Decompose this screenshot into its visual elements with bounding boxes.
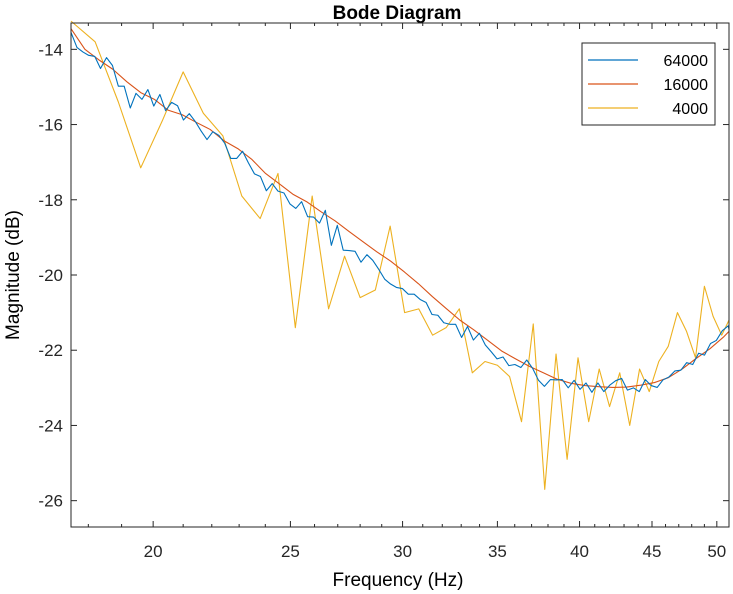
axes-box xyxy=(70,22,730,528)
x-tick-label: 35 xyxy=(488,542,507,561)
x-tick-label: 50 xyxy=(707,542,726,561)
y-tick-label: -26 xyxy=(38,492,63,511)
y-axis-title: Magnitude (dB) xyxy=(3,210,24,340)
chart-title: Bode Diagram xyxy=(333,3,462,24)
series-line-16000 xyxy=(70,28,730,389)
series-layer xyxy=(70,20,730,490)
y-tick-label: -14 xyxy=(38,40,63,59)
x-axis-tick-labels: 20 25 30 35 40 45 50 xyxy=(144,542,727,561)
legend-label-64000: 64000 xyxy=(664,53,709,70)
y-tick-label: -22 xyxy=(38,341,63,360)
series-line-64000 xyxy=(70,32,730,393)
x-tick-label: 30 xyxy=(393,542,412,561)
x-tick-label: 20 xyxy=(144,542,163,561)
x-axis-title: Frequency (Hz) xyxy=(333,570,464,591)
x-tick-label: 40 xyxy=(570,542,589,561)
y-tick-label: -18 xyxy=(38,191,63,210)
axes-frame xyxy=(70,22,730,528)
y-tick-label: -16 xyxy=(38,116,63,135)
y-tick-label: -20 xyxy=(38,266,63,285)
y-tick-label: -24 xyxy=(38,416,63,435)
legend: 64000 16000 4000 xyxy=(581,42,716,126)
y-axis-tick-labels: -26 -24 -22 -20 -18 -16 -14 xyxy=(38,40,63,510)
x-tick-label: 45 xyxy=(643,542,662,561)
series-line-4000 xyxy=(70,20,730,490)
legend-label-4000: 4000 xyxy=(672,101,708,118)
legend-label-16000: 16000 xyxy=(664,77,709,94)
x-tick-label: 25 xyxy=(281,542,300,561)
